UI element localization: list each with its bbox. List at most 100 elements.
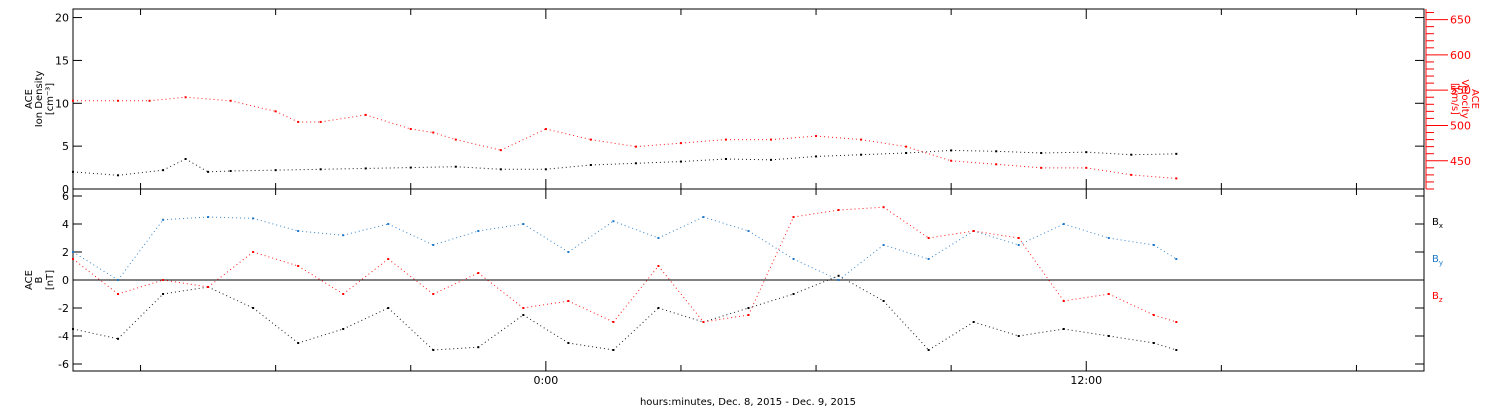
b-segment <box>1018 237 1065 302</box>
density-segment <box>545 164 591 170</box>
density-label-line1: ACE <box>24 89 35 109</box>
density-segment <box>770 155 817 161</box>
velocity-segment <box>816 135 862 141</box>
b-segment <box>298 230 344 236</box>
density-segment <box>680 158 727 163</box>
legend-bx: Bx <box>1432 217 1443 230</box>
b-segment <box>478 314 524 348</box>
b-tick-label: -2 <box>58 302 69 315</box>
b-segment <box>1063 223 1109 239</box>
b-segment <box>793 275 839 295</box>
legend: Bx By Bz <box>1432 217 1443 304</box>
density-segment <box>725 158 772 161</box>
b-segment <box>523 223 569 253</box>
velocity-axis: 450 500 550 600 650 <box>1425 9 1471 190</box>
b-segment <box>883 244 929 260</box>
velocity-segment <box>410 128 434 134</box>
b-segment <box>793 209 839 218</box>
b-segment <box>343 223 389 236</box>
b-segment <box>1153 244 1177 260</box>
density-segment <box>1131 153 1177 156</box>
velocity-segment <box>455 139 501 151</box>
velocity-segment <box>320 114 366 123</box>
x-axis-label: hours:minutes, Dec. 8, 2015 - Dec. 9, 20… <box>640 397 856 408</box>
b-segment <box>1063 293 1109 302</box>
density-segment <box>275 168 321 171</box>
density-velocity-data <box>72 96 1178 180</box>
density-tick-label: 10 <box>55 97 69 110</box>
time-tick-label: 0:00 <box>533 374 558 387</box>
b-segment <box>703 314 749 323</box>
velocity-segment <box>365 114 411 130</box>
b-segment <box>252 307 299 344</box>
velocity-segment <box>905 146 952 162</box>
b-segment <box>1108 335 1154 344</box>
density-label-line3: [cm⁻³] <box>45 83 56 115</box>
density-tick-label: 15 <box>55 54 69 67</box>
b-segment <box>162 279 209 288</box>
density-segment <box>72 171 119 176</box>
b-segment <box>342 307 389 330</box>
density-tick-label: 0 <box>62 183 69 196</box>
b-segment <box>748 216 794 316</box>
b-tick-label: -6 <box>58 358 69 371</box>
b-segment <box>838 275 884 302</box>
b-field-axis: -6 -4 -2 0 2 4 6 <box>58 190 1424 371</box>
density-segment <box>117 169 164 176</box>
velocity-label-line3: [km/s] <box>1449 83 1460 115</box>
b-segment <box>433 230 479 246</box>
b-segment <box>928 230 974 260</box>
b-segment <box>883 206 929 239</box>
b-segment <box>703 307 749 323</box>
density-segment <box>230 169 276 172</box>
velocity-segment <box>1086 167 1132 176</box>
b-point <box>1175 349 1178 351</box>
b-segment <box>1063 328 1109 337</box>
velocity-segment <box>185 96 231 102</box>
density-segment <box>410 166 456 169</box>
density-segment <box>455 166 501 170</box>
b-series-1 <box>72 216 1178 281</box>
density-segment <box>185 158 209 173</box>
b-segment <box>928 230 974 239</box>
density-axis: 0 5 10 15 20 <box>55 12 1424 196</box>
b-segment <box>523 300 569 309</box>
b-segment <box>1108 293 1155 316</box>
b-segment <box>72 328 119 340</box>
b-segment <box>252 217 299 232</box>
velocity-segment <box>1131 174 1177 179</box>
b-segment <box>1153 314 1177 323</box>
b-segment <box>568 300 614 323</box>
density-segment <box>590 162 636 166</box>
b-segment <box>252 251 299 267</box>
b-segment <box>883 300 930 351</box>
velocity-segment <box>433 132 456 141</box>
velocity-segment <box>680 139 727 144</box>
density-segment <box>320 167 366 170</box>
velocity-point <box>1175 177 1178 180</box>
b-segment <box>478 223 524 232</box>
b-segment <box>613 307 659 351</box>
density-segment <box>816 154 862 157</box>
density-segment <box>365 167 411 169</box>
density-segment <box>162 158 186 171</box>
time-axis: 0:00 12:00 <box>140 9 1357 387</box>
b-segment <box>207 251 254 288</box>
b-segment <box>297 265 344 295</box>
b-segment <box>342 258 389 295</box>
density-label-line2: Ion Density <box>34 71 45 128</box>
b-label-line1: ACE <box>24 270 35 290</box>
velocity-tick-label: 450 <box>1450 155 1471 168</box>
b-segment <box>703 216 749 232</box>
density-segment <box>996 150 1042 154</box>
density-segment <box>951 149 997 152</box>
b-segment <box>72 251 119 281</box>
b-segment <box>523 314 569 344</box>
b-segment <box>1153 342 1177 351</box>
b-point <box>1175 258 1178 260</box>
b-segment <box>298 328 344 344</box>
b-segment <box>117 219 164 281</box>
velocity-segment <box>951 160 997 165</box>
velocity-tick-label: 650 <box>1450 14 1471 27</box>
